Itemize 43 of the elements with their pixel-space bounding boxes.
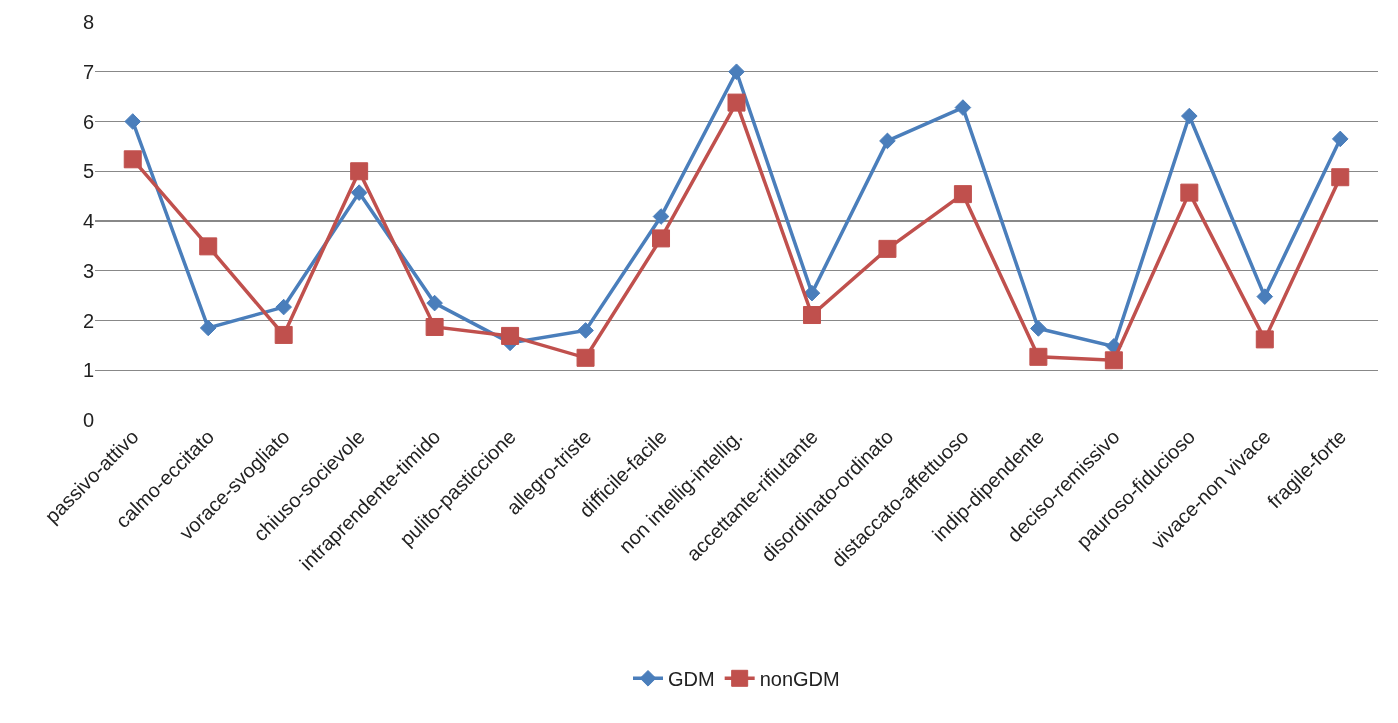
point [123, 150, 142, 169]
point [199, 237, 218, 256]
point [274, 325, 293, 344]
point [652, 229, 671, 248]
point [803, 284, 821, 302]
y-tick-label: 8 [82, 11, 94, 33]
point [1180, 183, 1199, 202]
point [728, 63, 745, 81]
point [501, 326, 520, 345]
point [1331, 168, 1350, 187]
y-tick-label: 2 [82, 309, 94, 332]
y-tick-label: 6 [82, 110, 94, 133]
y-tick-label: 7 [82, 60, 94, 83]
point [1256, 288, 1274, 305]
point [1030, 320, 1047, 337]
point [275, 298, 292, 316]
point [350, 184, 368, 201]
point [199, 319, 217, 337]
y-tick-label: 3 [82, 259, 94, 282]
point [1255, 330, 1274, 349]
point [426, 294, 443, 312]
y-tick-label: 0 [82, 409, 94, 431]
point [425, 317, 444, 336]
point [1104, 351, 1123, 370]
legend-label: GDM [668, 668, 715, 691]
point [953, 185, 972, 204]
y-tick-label: 1 [82, 359, 94, 382]
point [954, 99, 972, 116]
y-tick-label: 5 [82, 160, 94, 183]
point [577, 322, 594, 339]
y-tick-label: 4 [82, 210, 94, 232]
point [727, 93, 746, 112]
point [802, 306, 821, 325]
point [878, 239, 897, 258]
point [1029, 347, 1048, 366]
point [350, 162, 369, 181]
legend-label: nonGDM [759, 668, 840, 691]
point [1331, 130, 1349, 148]
point [652, 208, 670, 225]
point [1181, 107, 1198, 125]
point [879, 132, 896, 150]
point [124, 113, 142, 130]
point [576, 348, 595, 367]
